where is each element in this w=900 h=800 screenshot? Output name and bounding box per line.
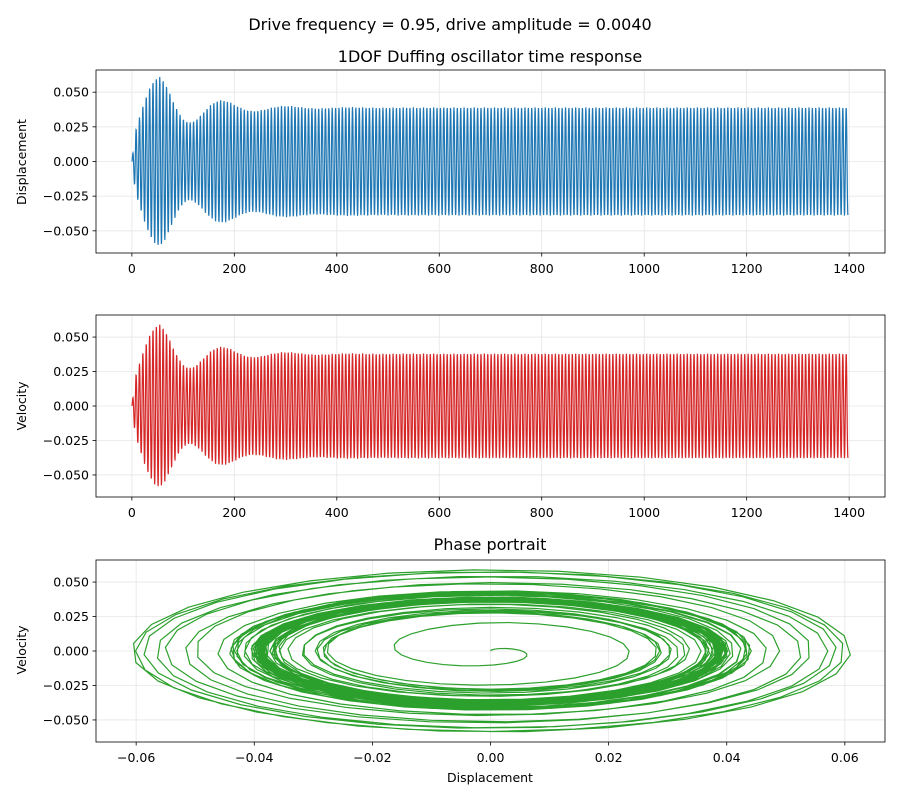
time-response-title: 1DOF Duffing oscillator time response [338, 47, 642, 66]
y-tick-label: 0.000 [53, 399, 89, 414]
y-tick-label: −0.050 [43, 223, 89, 238]
axes-frame [95, 314, 886, 498]
series-line [131, 76, 849, 245]
y-tick-label: −0.050 [43, 712, 89, 727]
x-tick-label: −0.02 [353, 750, 391, 765]
x-tick-label: 400 [325, 505, 349, 520]
velocity-ylabel: Velocity [14, 381, 29, 431]
x-tick-label: 0.06 [831, 750, 859, 765]
x-tick-label: 1200 [731, 261, 763, 276]
y-tick-label: 0.025 [53, 609, 89, 624]
y-tick-label: 0.050 [53, 575, 89, 590]
x-tick-label: 600 [427, 261, 451, 276]
plot-area: 0 200 400 600 800 1000 1200 1400 −0.050 −0.025 0.0… [43, 314, 886, 520]
phase-xlabel: Displacement [447, 770, 533, 785]
displacement-ylabel: Displacement [14, 119, 29, 205]
y-tick-label: −0.050 [43, 467, 89, 482]
y-tick-label: 0.050 [53, 85, 89, 100]
series-line [131, 324, 849, 487]
x-tick-label: 0.02 [595, 750, 623, 765]
y-tick-label: 0.000 [53, 644, 89, 659]
plot-area: 0 200 400 600 800 1000 1200 1400 −0.050 −0.025 0.0… [43, 69, 886, 276]
x-tick-label: 0.00 [477, 750, 505, 765]
x-tick-label: 1200 [731, 505, 763, 520]
x-tick-label: 400 [325, 261, 349, 276]
x-tick-label: 800 [530, 505, 554, 520]
y-tick-label: −0.025 [43, 678, 89, 693]
y-tick-label: 0.025 [53, 364, 89, 379]
y-tick-label: 0.025 [53, 119, 89, 134]
x-tick-label: −0.04 [235, 750, 273, 765]
x-tick-label: 0 [128, 505, 136, 520]
y-tick-label: 0.050 [53, 330, 89, 345]
x-tick-label: 0.04 [713, 750, 741, 765]
y-tick-label: −0.025 [43, 433, 89, 448]
phase-portrait-title: Phase portrait [434, 535, 547, 554]
x-tick-label: 1000 [628, 505, 660, 520]
x-tick-label: 200 [222, 505, 246, 520]
plot-area: −0.06 −0.04 −0.02 0.00 0.02 0.04 0.06 −0.050 −0.… [43, 559, 886, 765]
x-tick-label: 200 [222, 261, 246, 276]
phase-ylabel: Velocity [14, 625, 29, 675]
x-tick-label: 1000 [628, 261, 660, 276]
figure-suptitle: Drive frequency = 0.95, drive amplitude … [248, 15, 651, 34]
x-tick-label: 0 [128, 261, 136, 276]
axes-frame [95, 559, 886, 743]
phase-portrait-axes: −0.06 −0.04 −0.02 0.00 0.02 0.04 0.06 −0.050 −0.… [14, 535, 886, 785]
phase-trajectory [132, 569, 851, 733]
displacement-time-axes: 0 200 400 600 800 1000 1200 1400 −0.050 −0.025 0.0… [14, 47, 886, 276]
x-tick-label: −0.06 [117, 750, 155, 765]
y-tick-label: 0.000 [53, 154, 89, 169]
x-tick-label: 600 [427, 505, 451, 520]
y-tick-label: −0.025 [43, 189, 89, 204]
x-tick-label: 800 [530, 261, 554, 276]
axes-frame [95, 69, 886, 254]
x-tick-label: 1400 [833, 505, 865, 520]
velocity-time-axes: 0 200 400 600 800 1000 1200 1400 −0.050 −0.025 0.0… [14, 314, 886, 520]
x-tick-label: 1400 [833, 261, 865, 276]
